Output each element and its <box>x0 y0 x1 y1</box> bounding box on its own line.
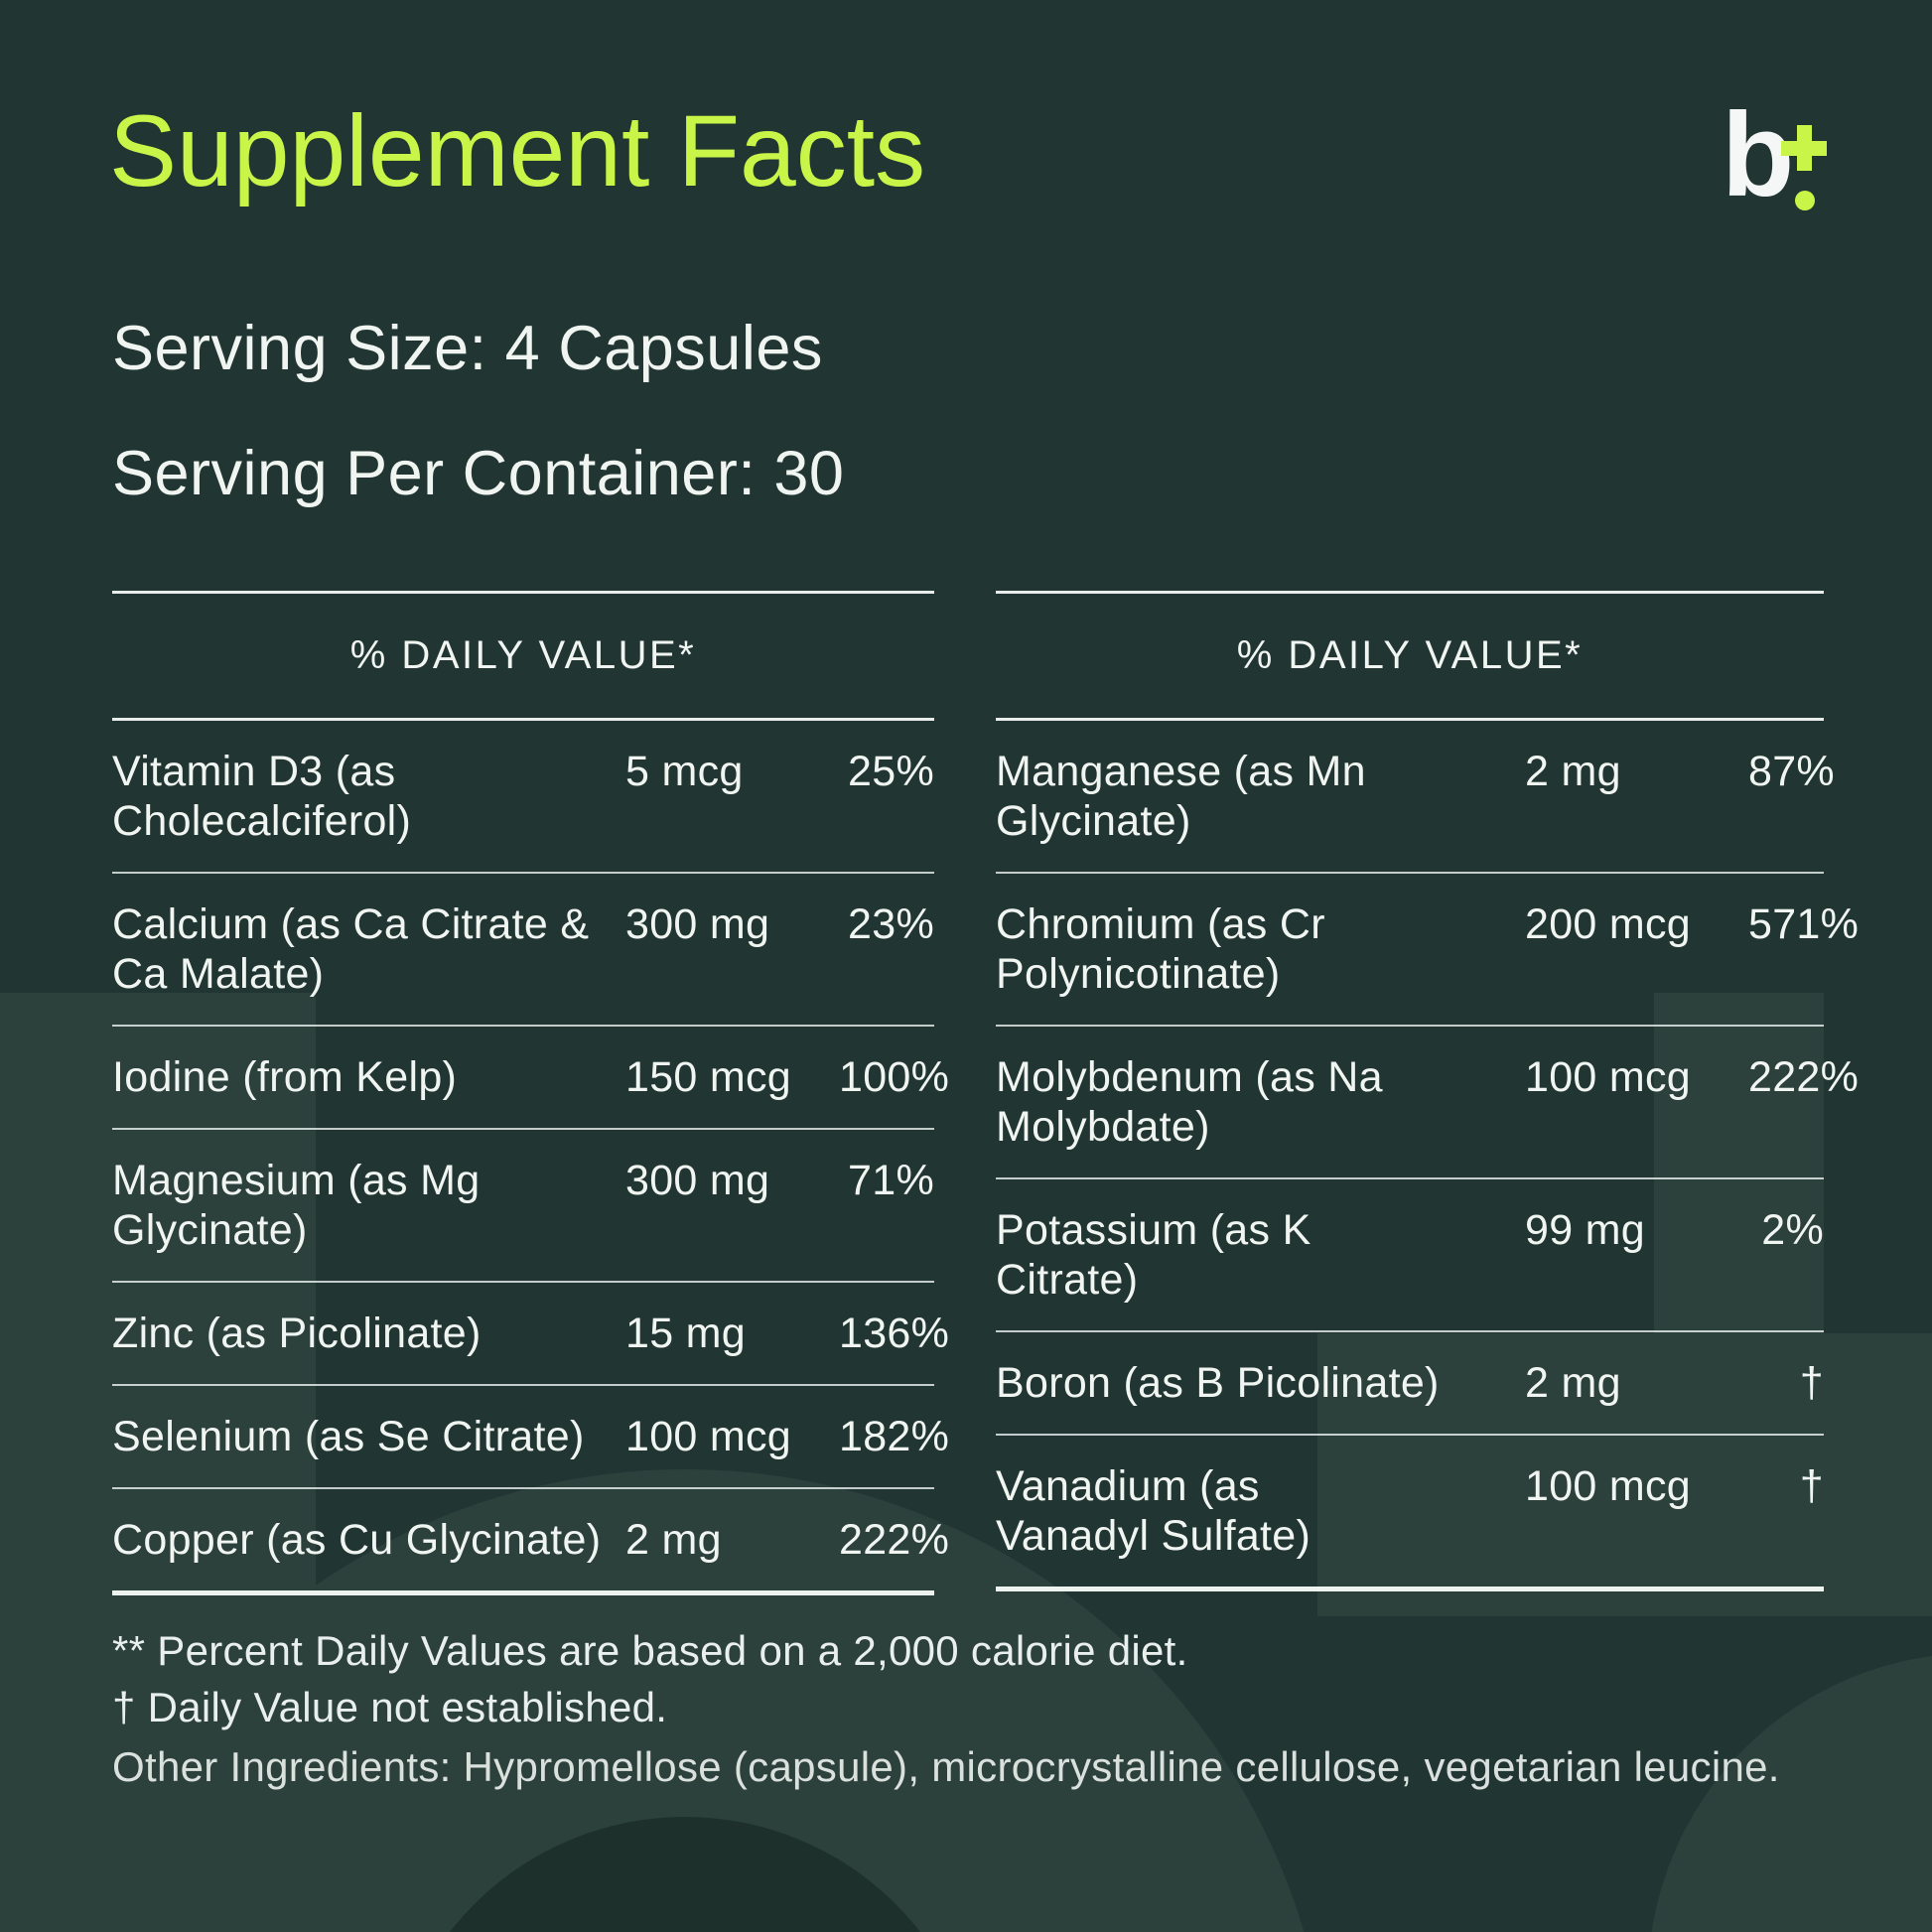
brand-logo: b <box>1722 95 1837 214</box>
daily-value-percent: † <box>1799 1359 1824 1407</box>
nutrient-name: Molybdenum (as Na Molybdate) <box>996 1053 1383 1151</box>
other-ingredients: Other Ingredients: Hypromellose (capsule… <box>112 1743 1780 1790</box>
nutrient-name: Zinc (as Picolinate) <box>112 1310 482 1357</box>
nutrient-amount: 15 mg <box>625 1310 747 1357</box>
nutrient-amount: 2 mg <box>1525 748 1621 795</box>
table-row: Calcium (as Ca Citrate & Ca Malate) 300 … <box>112 874 934 1027</box>
nutrient-name: Vanadium (as Vanadyl Sulfate) <box>996 1462 1311 1560</box>
daily-value-header: % DAILY VALUE* <box>112 594 934 721</box>
table-row: Iodine (from Kelp) 150 mcg 100% <box>112 1027 949 1130</box>
daily-value-percent: 100% <box>839 1053 950 1101</box>
table-row: Copper (as Cu Glycinate) 2 mg 222% <box>112 1489 949 1595</box>
table-row: Vanadium (as Vanadyl Sulfate) 100 mcg † <box>996 1436 1824 1591</box>
serving-per-container: Serving Per Container: 30 <box>112 439 845 508</box>
table-row: Chromium (as Cr Polynicotinate) 200 mcg … <box>996 874 1859 1027</box>
daily-value-percent: 25% <box>848 748 934 795</box>
nutrient-name: Calcium (as Ca Citrate & Ca Malate) <box>112 900 590 998</box>
daily-value-percent: 23% <box>848 900 934 948</box>
right-nutrient-table: % DAILY VALUE* Manganese (as Mn Glycinat… <box>996 591 1859 1591</box>
daily-value-percent: 571% <box>1748 900 1860 948</box>
nutrient-amount: 2 mg <box>625 1516 722 1564</box>
table-row: Potassium (as K Citrate) 99 mg 2% <box>996 1179 1824 1332</box>
nutrient-amount: 99 mg <box>1525 1206 1646 1254</box>
table-row: Magnesium (as Mg Glycinate) 300 mg 71% <box>112 1130 934 1283</box>
nutrient-amount: 100 mcg <box>625 1413 792 1460</box>
nutrient-amount: 150 mcg <box>625 1053 792 1101</box>
daily-value-percent: 222% <box>839 1516 950 1564</box>
table-row: Selenium (as Se Citrate) 100 mcg 182% <box>112 1386 949 1489</box>
nutrient-name: Copper (as Cu Glycinate) <box>112 1516 602 1564</box>
daily-value-header: % DAILY VALUE* <box>996 594 1824 721</box>
daily-value-percent: 71% <box>848 1157 934 1204</box>
table-row: Molybdenum (as Na Molybdate) 100 mcg 222… <box>996 1027 1859 1179</box>
footnote-not-established: † Daily Value not established. <box>112 1684 668 1730</box>
nutrient-amount: 2 mg <box>1525 1359 1621 1407</box>
nutrient-name: Iodine (from Kelp) <box>112 1053 458 1101</box>
nutrient-amount: 300 mg <box>625 1157 770 1204</box>
nutrient-amount: 300 mg <box>625 900 770 948</box>
daily-value-percent: † <box>1799 1462 1824 1510</box>
table-row: Boron (as B Picolinate) 2 mg † <box>996 1332 1824 1436</box>
nutrient-name: Magnesium (as Mg Glycinate) <box>112 1157 481 1254</box>
page-title: Supplement Facts <box>109 94 926 207</box>
footnote-daily-values: ** Percent Daily Values are based on a 2… <box>112 1627 1188 1674</box>
daily-value-percent: 87% <box>1748 748 1835 795</box>
daily-value-percent: 136% <box>839 1310 950 1357</box>
table-row: Vitamin D3 (as Cholecalciferol) 5 mcg 25… <box>112 721 934 874</box>
nutrient-name: Boron (as B Picolinate) <box>996 1359 1440 1407</box>
table-row: Manganese (as Mn Glycinate) 2 mg 87% <box>996 721 1835 874</box>
nutrient-name: Vitamin D3 (as Cholecalciferol) <box>112 748 412 845</box>
nutrient-amount: 100 mcg <box>1525 1053 1692 1101</box>
nutrient-name: Chromium (as Cr Polynicotinate) <box>996 900 1325 998</box>
plus-icon <box>1781 125 1827 171</box>
nutrient-name: Selenium (as Se Citrate) <box>112 1413 585 1460</box>
nutrient-name: Manganese (as Mn Glycinate) <box>996 748 1366 845</box>
nutrient-amount: 100 mcg <box>1525 1462 1692 1510</box>
daily-value-percent: 2% <box>1761 1206 1824 1254</box>
left-nutrient-table: % DAILY VALUE* Vitamin D3 (as Cholecalci… <box>112 591 949 1595</box>
nutrient-amount: 5 mcg <box>625 748 744 795</box>
nutrient-amount: 200 mcg <box>1525 900 1692 948</box>
table-row: Zinc (as Picolinate) 15 mg 136% <box>112 1283 949 1386</box>
dot-icon <box>1795 191 1815 210</box>
nutrient-name: Potassium (as K Citrate) <box>996 1206 1311 1304</box>
daily-value-percent: 182% <box>839 1413 950 1460</box>
serving-size: Serving Size: 4 Capsules <box>112 314 823 383</box>
daily-value-percent: 222% <box>1748 1053 1860 1101</box>
